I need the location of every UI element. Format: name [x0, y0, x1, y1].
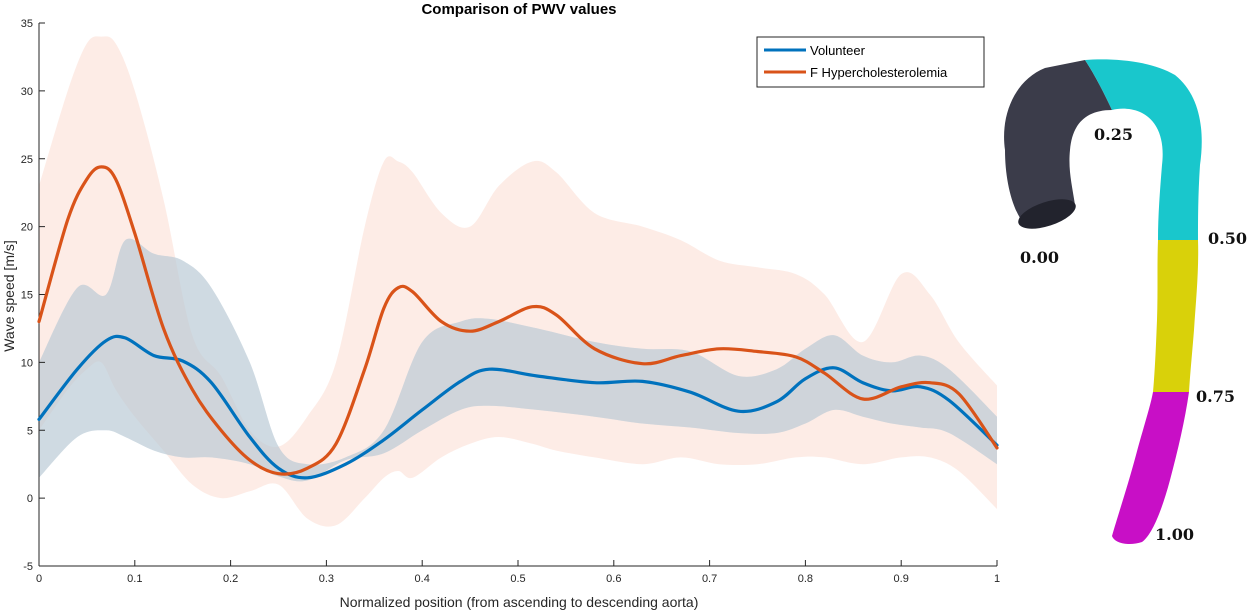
aorta-label-4: 1.00: [1155, 525, 1194, 544]
aorta-illustration: 0.00 0.25 0.50 0.75 1.00: [1004, 59, 1247, 544]
x-tick-label: 0.7: [702, 573, 717, 585]
y-tick-label: 30: [21, 86, 33, 98]
legend-label-volunteer: Volunteer: [810, 43, 866, 58]
aorta-label-1: 0.25: [1094, 125, 1133, 144]
y-tick-label: 10: [21, 357, 33, 369]
y-tick-label: 15: [21, 290, 33, 302]
y-tick-label: 5: [27, 425, 33, 437]
series-lines: [37, 165, 999, 480]
x-axis-label: Normalized position (from ascending to d…: [340, 594, 699, 610]
x-tick-label: 0.5: [510, 573, 525, 585]
band-volunteer: [39, 238, 997, 482]
y-tick-label: 20: [21, 222, 33, 234]
chart-title: Comparison of PWV values: [421, 1, 616, 18]
y-tick-label: 25: [21, 154, 33, 166]
aorta-label-0: 0.00: [1020, 248, 1059, 267]
y-axis-label: Wave speed [m/s]: [1, 240, 17, 352]
x-tick-label: 0.8: [798, 573, 813, 585]
x-tick-label: 1: [994, 573, 1000, 585]
y-tick-label: -5: [23, 561, 33, 573]
aorta-label-2: 0.50: [1208, 229, 1247, 248]
aorta-segment-1: [1004, 60, 1112, 225]
confidence-bands: [39, 36, 997, 527]
y-tick-label: 0: [27, 493, 33, 505]
series-line-volunteer: [37, 334, 999, 480]
series-line-fh: [37, 165, 999, 476]
x-tick-label: 0.4: [415, 573, 430, 585]
x-tick-label: 0.2: [223, 573, 238, 585]
aorta-segment-3: [1153, 240, 1199, 392]
legend: Volunteer F Hypercholesterolemia: [756, 36, 985, 88]
band-fh: [39, 36, 997, 527]
x-tick-label: 0.1: [127, 573, 142, 585]
aorta-segment-4: [1112, 392, 1189, 544]
legend-label-fh: F Hypercholesterolemia: [810, 65, 948, 80]
x-tick-label: 0.3: [319, 573, 334, 585]
legend-box: [756, 36, 985, 88]
axes: 0 0.1 0.2 0.3 0.4 0.5 0.6 0.7 0.8 0.9 1-5051015202…: [21, 18, 1000, 585]
x-tick-label: 0: [36, 573, 42, 585]
band-overlap: [39, 238, 997, 482]
aorta-segment-2: [1085, 59, 1202, 241]
y-tick-label: 35: [21, 18, 33, 30]
aorta-label-3: 0.75: [1196, 387, 1235, 406]
x-tick-label: 0.9: [894, 573, 909, 585]
x-tick-label: 0.6: [606, 573, 621, 585]
aorta-opening: [1018, 199, 1076, 229]
